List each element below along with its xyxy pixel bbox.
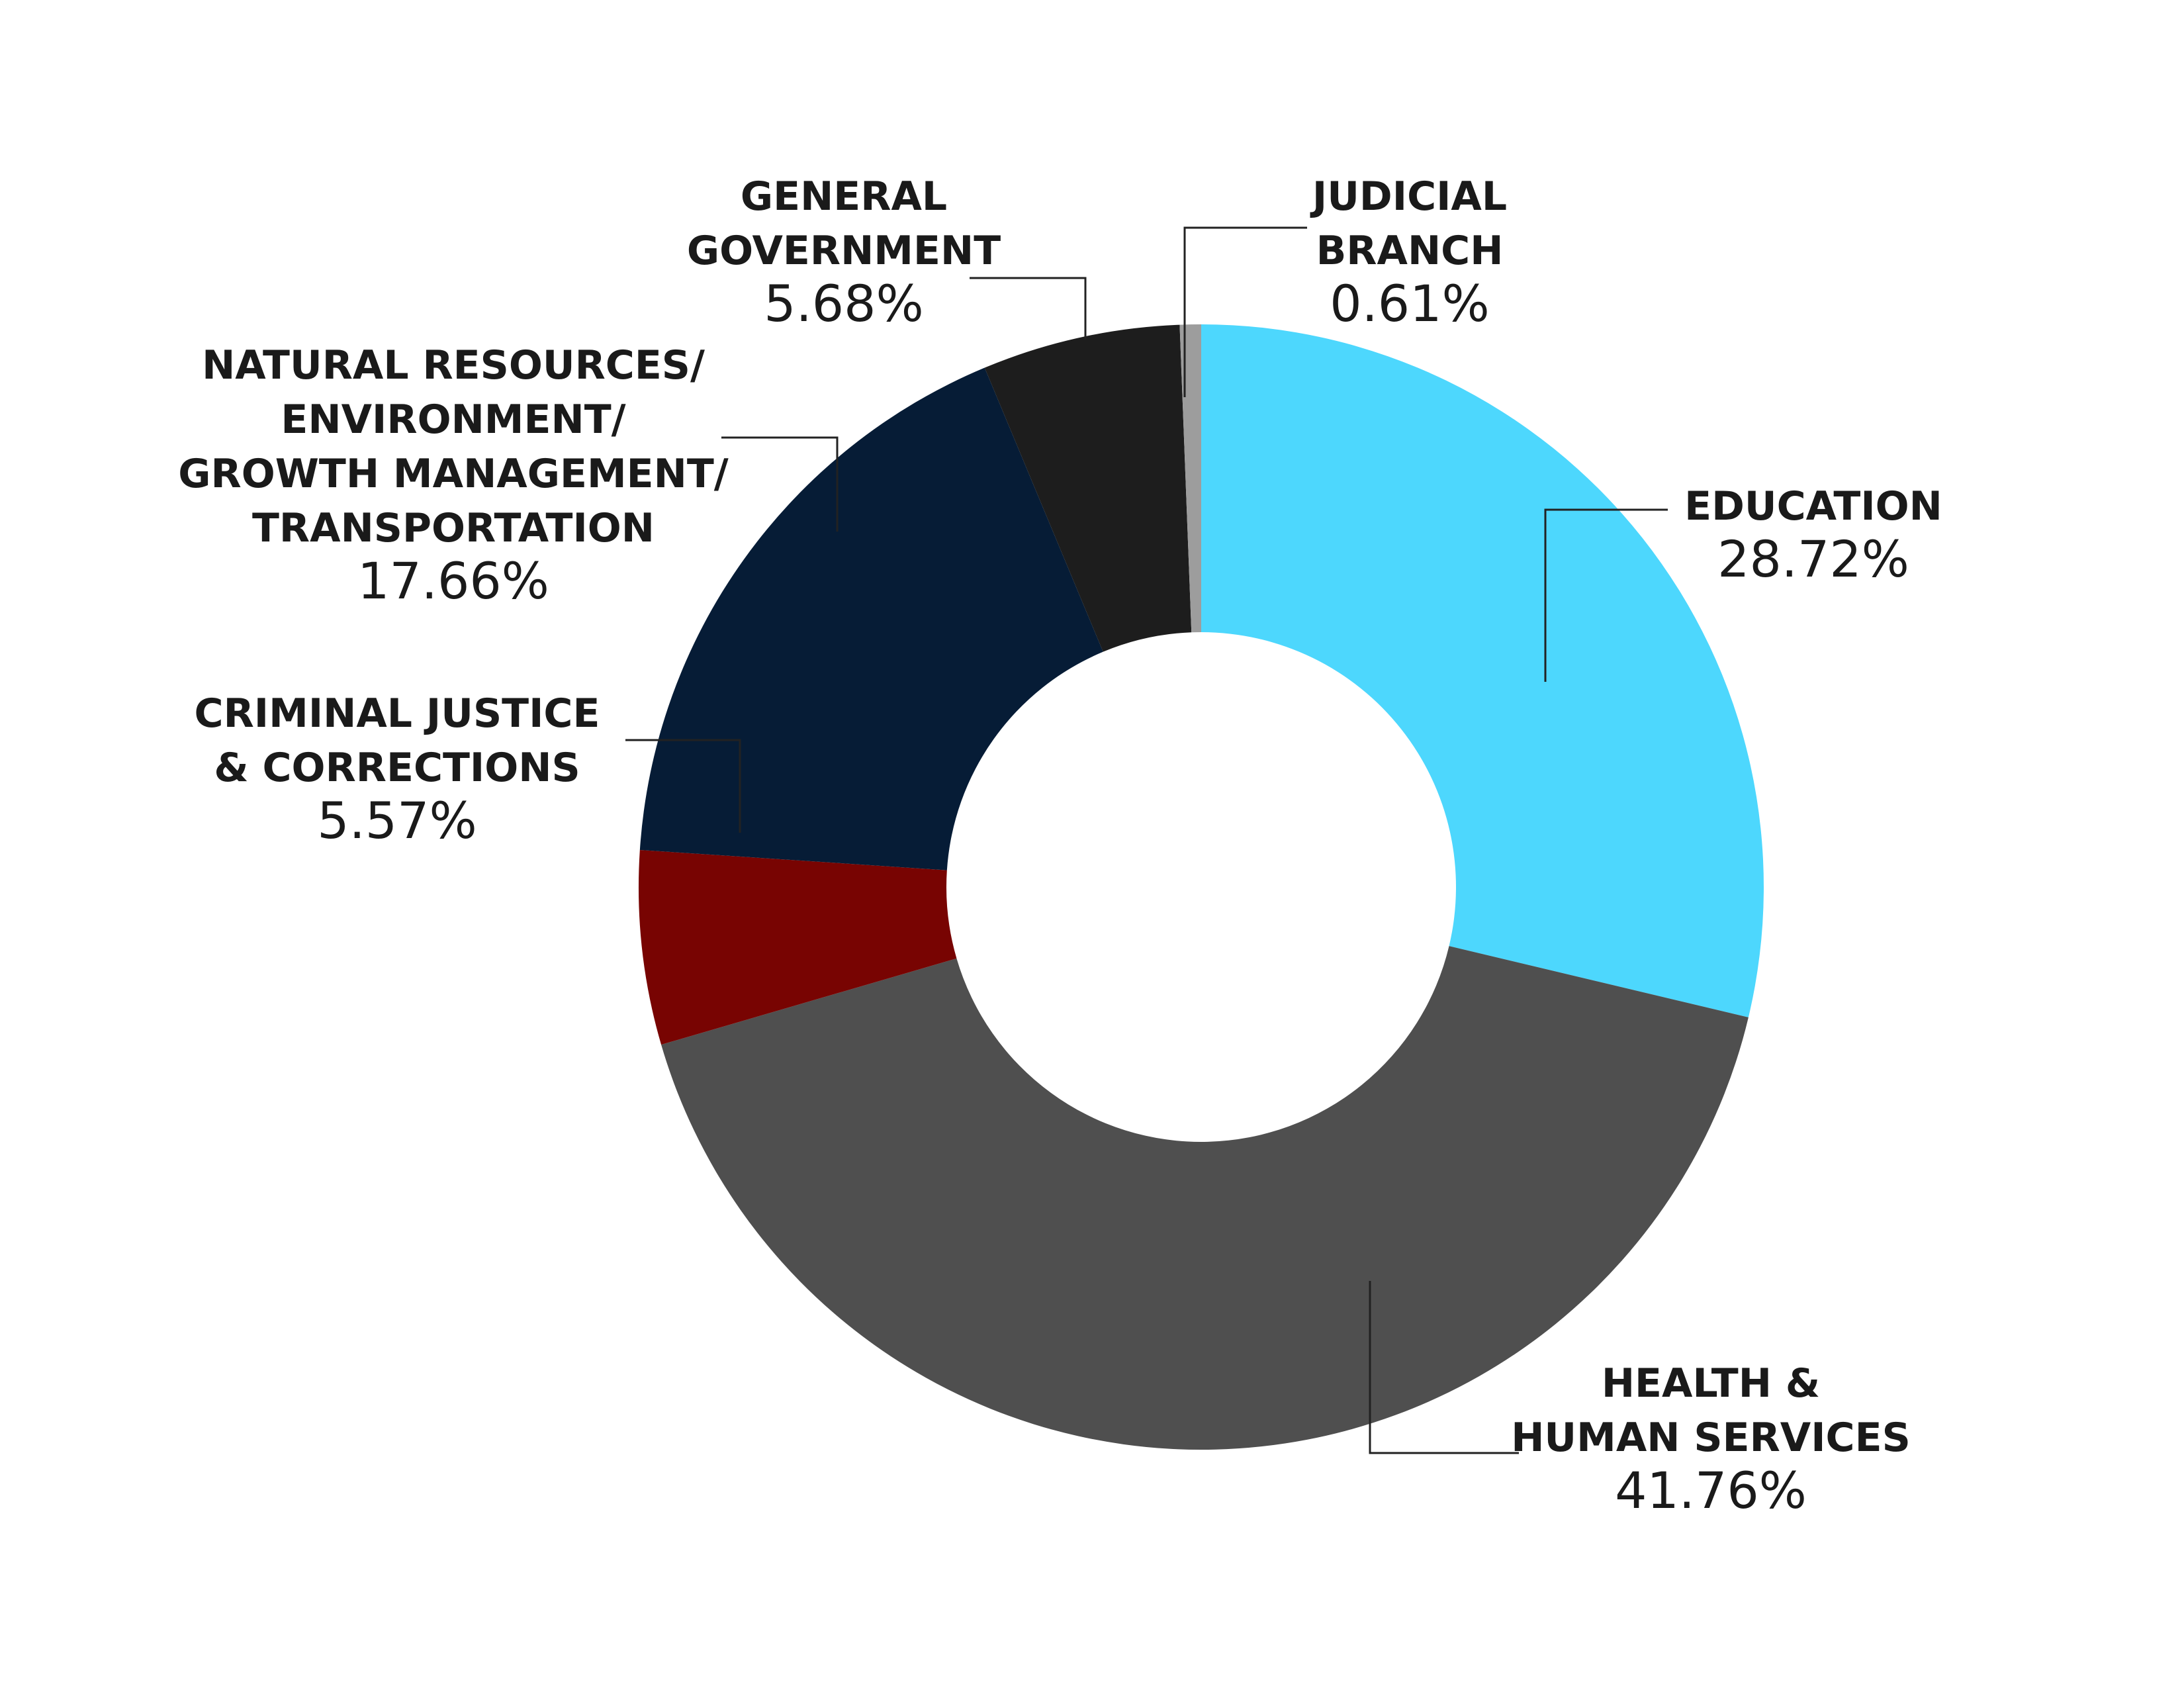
slice-label-2-line-0: CRIMINAL JUSTICE xyxy=(195,690,600,737)
leader-line-3 xyxy=(721,436,839,532)
slice-value-1: 41.76% xyxy=(1615,1461,1807,1520)
slice-label-3-line-2: GROWTH MANAGEMENT/ xyxy=(178,451,729,497)
leader-line-5 xyxy=(1183,226,1307,397)
leader-lines-group xyxy=(625,226,1668,1454)
slice-label-4-line-1: GOVERNMENT xyxy=(687,228,1001,274)
slice-label-0-line-0: EDUCATION xyxy=(1684,483,1942,530)
leader-line-4 xyxy=(970,277,1087,340)
slice-value-2: 5.57% xyxy=(317,791,477,850)
slice-label-1-line-0: HEALTH & xyxy=(1602,1360,1820,1407)
slice-2 xyxy=(639,849,957,1045)
slice-label-5-line-0: JUDICIAL xyxy=(1310,173,1507,220)
slice-label-4-line-0: GENERAL xyxy=(741,173,947,220)
leader-line-0 xyxy=(1544,508,1668,682)
slice-label-3-line-1: ENVIRONMENT/ xyxy=(281,397,625,443)
slice-label-5-line-1: BRANCH xyxy=(1316,228,1504,274)
slice-label-3-line-3: TRANSPORTATION xyxy=(252,505,655,551)
slice-value-4: 5.68% xyxy=(764,274,923,333)
slice-label-3-line-0: NATURAL RESOURCES/ xyxy=(202,342,705,389)
leader-line-2 xyxy=(625,739,741,833)
slice-4 xyxy=(984,324,1192,652)
leader-line-1 xyxy=(1369,1281,1519,1454)
slice-value-5: 0.61% xyxy=(1330,274,1489,333)
slice-1 xyxy=(661,946,1749,1450)
slice-3 xyxy=(639,367,1103,870)
slice-value-3: 17.66% xyxy=(357,551,549,610)
slice-value-0: 28.72% xyxy=(1717,530,1909,588)
slice-label-1-line-1: HUMAN SERVICES xyxy=(1511,1415,1911,1461)
slices-group xyxy=(639,324,1764,1450)
slice-label-2-line-1: & CORRECTIONS xyxy=(214,745,580,791)
slice-0 xyxy=(1201,324,1764,1017)
slice-5 xyxy=(1179,324,1201,633)
